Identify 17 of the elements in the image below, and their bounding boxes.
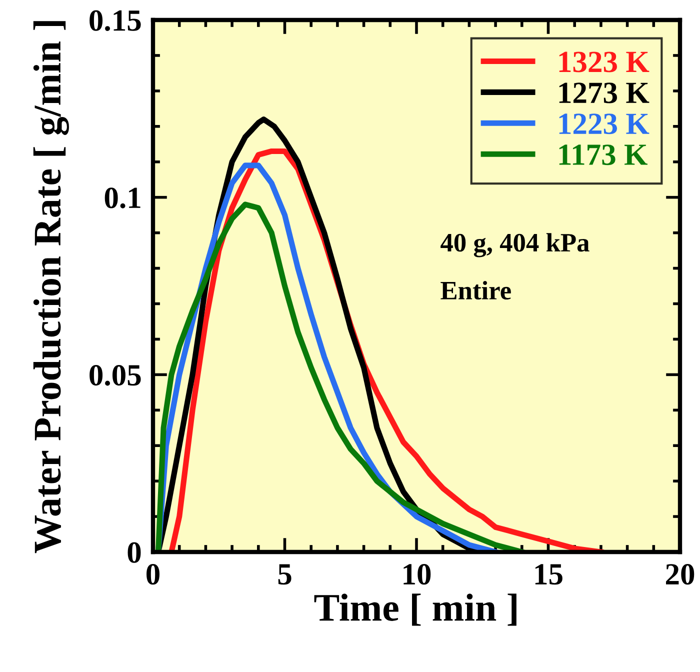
y-tick-label: 0.05 [90,364,141,386]
x-tick-label: 5 [278,564,292,585]
x-tick-label: 15 [535,564,562,585]
annotation: 40 g, 404 kPa [440,233,590,258]
legend-label: 1173 K [559,144,648,166]
y-tick-label: 0 [128,542,141,563]
annotation: Entire [440,280,511,300]
y-axis-title: Water Production Rate [ g/min ] [33,21,69,554]
legend-label: 1323 K [559,52,650,72]
legend-label: 1273 K [559,82,650,104]
legend-label: 1223 K [559,114,650,134]
x-tick-label: 20 [666,564,694,585]
y-tick-label: 0.1 [104,188,140,208]
x-tick-label: 0 [146,564,160,585]
y-tick-label: 0.15 [90,10,141,32]
x-axis-title: Time [ min ] [314,594,516,626]
x-tick-label: 10 [404,564,431,585]
